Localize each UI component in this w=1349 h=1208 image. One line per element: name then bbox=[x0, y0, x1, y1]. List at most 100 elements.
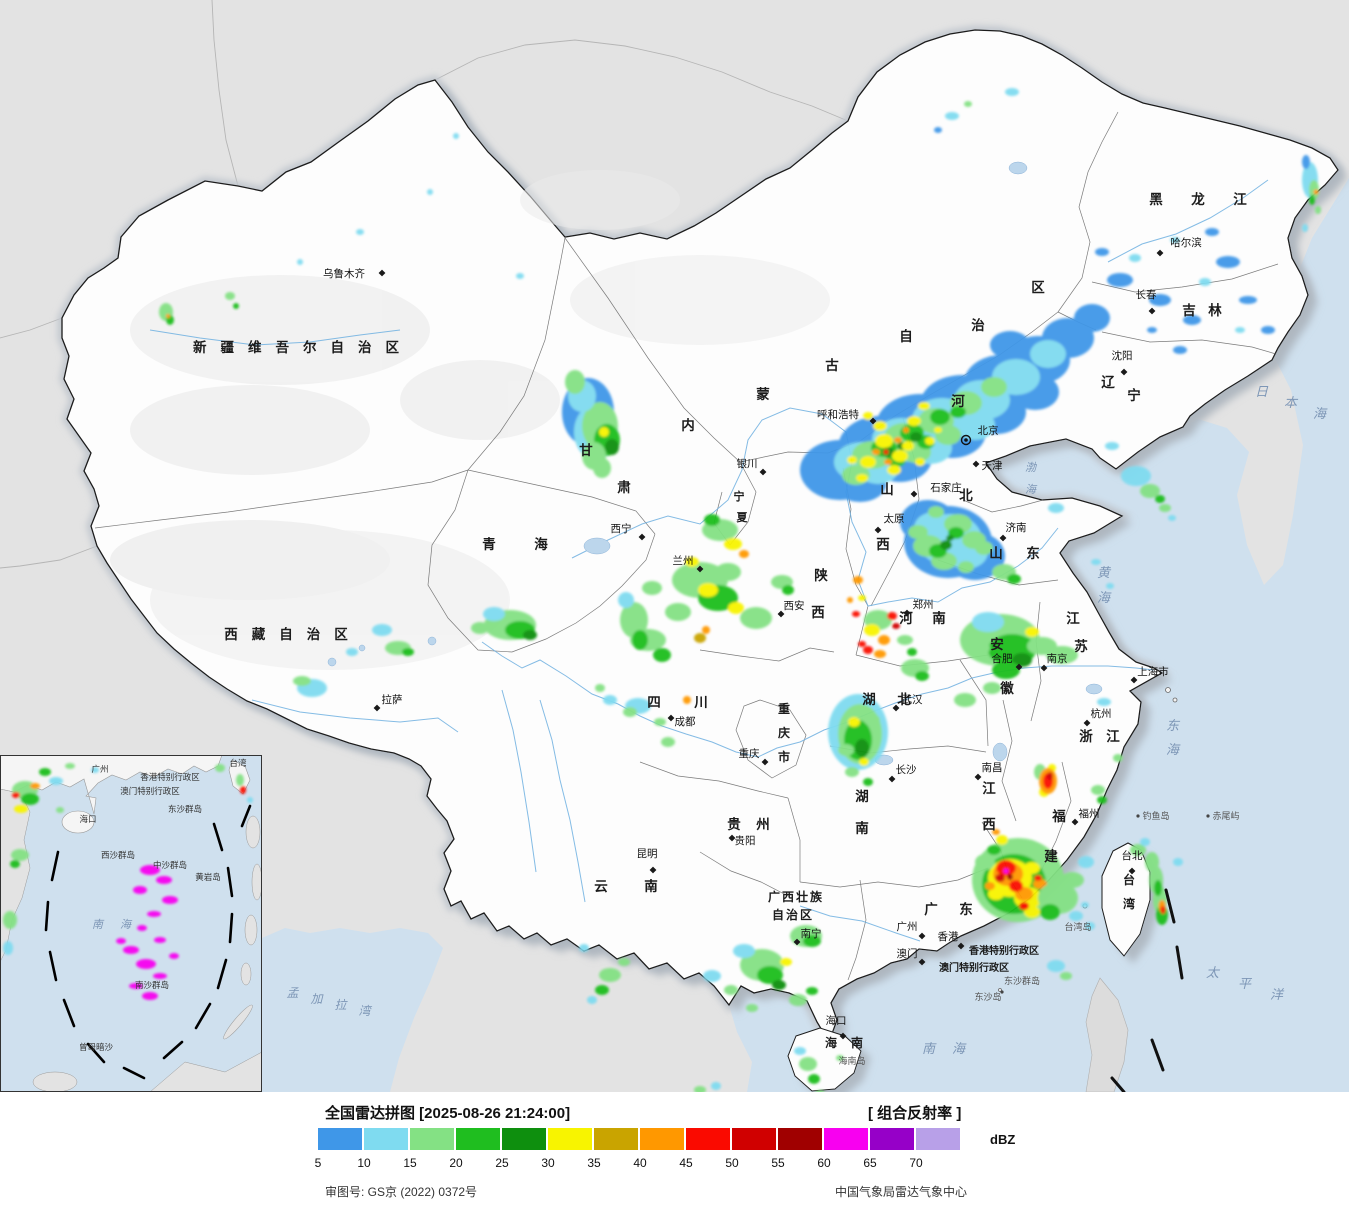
island-label: 钓鱼岛 bbox=[1142, 810, 1169, 821]
radar-cell bbox=[618, 958, 630, 966]
province-label: 龙 bbox=[1190, 191, 1205, 207]
radar-cell bbox=[702, 626, 710, 634]
legend-value: 35 bbox=[587, 1156, 601, 1170]
radar-cell bbox=[940, 540, 952, 550]
province-label: 内 bbox=[681, 417, 695, 433]
sea-label: 海 bbox=[1313, 406, 1328, 421]
province-labels: 新疆维吾尔自治区西藏自治区青 海甘肃内蒙古自治区宁夏陕西山西河北山 东河南江苏安徽湖… bbox=[193, 191, 1247, 1050]
legend-value: 65 bbox=[863, 1156, 877, 1170]
city-marker bbox=[1083, 719, 1091, 727]
sea-label: 洋 bbox=[1270, 987, 1285, 1002]
radar-cell bbox=[225, 292, 235, 300]
province-label: 江 bbox=[982, 780, 996, 796]
radar-cell bbox=[864, 624, 880, 636]
radar-cell bbox=[1170, 237, 1180, 243]
radar-cell bbox=[1025, 627, 1039, 637]
radar-cell bbox=[1097, 698, 1111, 706]
radar-cell bbox=[142, 992, 158, 1000]
radar-cell bbox=[803, 935, 821, 947]
radar-cell bbox=[694, 1086, 706, 1092]
island-label: 赤尾屿 bbox=[1212, 811, 1239, 821]
radar-cell bbox=[233, 303, 239, 309]
inset-philippines bbox=[223, 815, 262, 1040]
radar-cell bbox=[1033, 879, 1047, 889]
legend-colorbar bbox=[318, 1128, 962, 1150]
radar-cell bbox=[724, 538, 742, 550]
foreign-borders bbox=[0, 0, 849, 569]
radar-cell bbox=[147, 911, 161, 917]
city-label: 南京 bbox=[1047, 652, 1068, 665]
radar-cell bbox=[427, 189, 433, 195]
city-label: 呼和浩特 bbox=[817, 409, 859, 421]
city-marker bbox=[910, 490, 918, 498]
radar-cell bbox=[1091, 785, 1105, 795]
province-label: 黑 bbox=[1149, 192, 1163, 207]
radar-cell bbox=[966, 640, 990, 656]
radar-cell bbox=[1205, 228, 1219, 236]
radar-cell bbox=[599, 968, 621, 982]
radar-cell bbox=[154, 937, 166, 943]
province-label: 海 bbox=[534, 536, 548, 552]
radar-cell bbox=[1047, 772, 1053, 780]
legend-panel: 全国雷达拼图 [2025-08-26 21:24:00] [ 组合反射率 ] d… bbox=[0, 1092, 1349, 1208]
radar-cell bbox=[1106, 583, 1114, 589]
radar-cell bbox=[860, 456, 876, 468]
radar-cell bbox=[878, 635, 890, 645]
radar-cell bbox=[946, 535, 954, 541]
city-label: 重庆 bbox=[739, 747, 760, 760]
radar-cell bbox=[1085, 922, 1095, 930]
radar-cell bbox=[215, 764, 225, 772]
inset-label: 澳门特别行政区 bbox=[120, 786, 180, 796]
radar-cell bbox=[698, 583, 718, 597]
radar-cell bbox=[1003, 868, 1009, 874]
city-marker bbox=[378, 269, 386, 277]
radar-cell bbox=[654, 718, 666, 726]
legend-color-15 bbox=[410, 1128, 454, 1150]
province-label: 建 bbox=[1043, 848, 1058, 864]
city-label: 西安 bbox=[784, 599, 805, 612]
radar-cell bbox=[372, 624, 392, 636]
province-label: 林 bbox=[1208, 302, 1222, 318]
radar-cell bbox=[694, 633, 706, 643]
province-label: 湾 bbox=[1123, 896, 1135, 911]
city-marker bbox=[888, 775, 896, 783]
province-label: 徽 bbox=[999, 680, 1014, 696]
radar-cell bbox=[620, 602, 648, 638]
radar-cell bbox=[599, 427, 609, 437]
city-label: 天津 bbox=[982, 460, 1003, 472]
province-label: 南 bbox=[932, 610, 946, 626]
sea-label: 孟 bbox=[286, 986, 299, 1000]
radar-cell bbox=[1060, 972, 1072, 980]
city-marker bbox=[869, 417, 877, 425]
radar-cell bbox=[782, 585, 794, 595]
radar-cell bbox=[1315, 206, 1321, 214]
legend-value: 55 bbox=[771, 1156, 785, 1170]
city-marker bbox=[1071, 818, 1079, 826]
radar-cell bbox=[129, 983, 143, 989]
sea-label: 南 bbox=[922, 1041, 937, 1056]
city-marker bbox=[903, 609, 911, 617]
radar-cell bbox=[1183, 315, 1201, 325]
legend-value: 50 bbox=[725, 1156, 739, 1170]
city-marker bbox=[892, 704, 900, 712]
radar-cell bbox=[685, 557, 699, 567]
city-marker bbox=[728, 834, 736, 842]
inset-label: 东沙群岛 bbox=[168, 804, 202, 814]
sea-label: 加 bbox=[310, 992, 324, 1006]
city-label: 乌鲁木齐 bbox=[323, 267, 365, 280]
city-marker bbox=[1120, 368, 1128, 376]
province-label: 北 bbox=[897, 692, 911, 707]
radar-cell bbox=[930, 409, 950, 425]
islet-dot bbox=[1136, 814, 1140, 818]
legend-value: 10 bbox=[357, 1156, 371, 1170]
sea-label: 黄 bbox=[1097, 565, 1112, 580]
province-label: 西藏自治区 bbox=[224, 626, 362, 642]
province-label: 甘 bbox=[579, 442, 593, 458]
city-marker bbox=[777, 610, 785, 618]
radar-cell bbox=[136, 959, 156, 969]
radar-cell bbox=[91, 767, 99, 773]
radar-cell bbox=[665, 603, 691, 621]
radar-cell bbox=[587, 996, 597, 1004]
radar-cell bbox=[1097, 796, 1107, 804]
radar-cell bbox=[975, 854, 995, 870]
